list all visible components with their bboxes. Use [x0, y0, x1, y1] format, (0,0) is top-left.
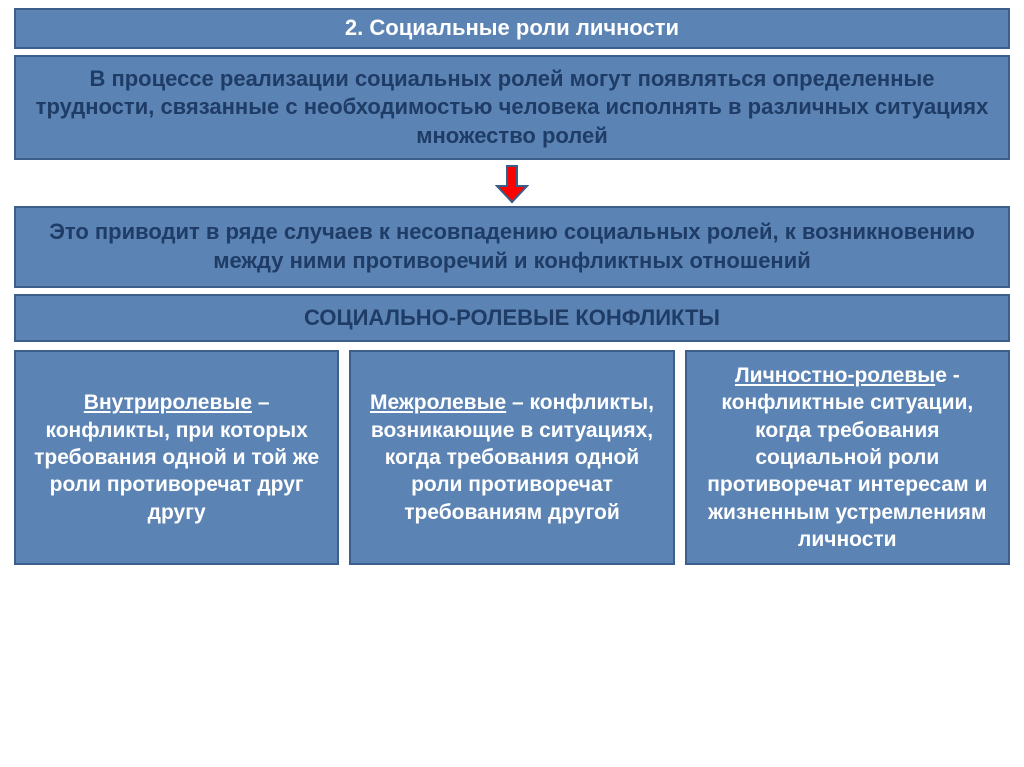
column-content: Личностно-ролевые - конфликтные ситуации…: [699, 362, 996, 553]
term: Внутриролевые: [84, 391, 252, 414]
term: Личностно-ролевы: [735, 364, 935, 387]
term: Межролевые: [370, 391, 506, 414]
section-title: 2. Социальные роли личности: [14, 8, 1010, 49]
arrow-down: [14, 164, 1010, 204]
column-content: Межролевые – конфликты, возникающие в си…: [363, 389, 660, 525]
term-rest: - конфликтные ситуации, когда требования…: [707, 364, 987, 551]
result-text: Это приводит в ряде случаев к несовпаден…: [14, 206, 1010, 287]
column-intrarole: Внутриролевые – конфликты, при которых т…: [14, 350, 339, 565]
column-content: Внутриролевые – конфликты, при которых т…: [28, 389, 325, 525]
intro-text: В процессе реализации социальных ролей м…: [14, 55, 1010, 161]
conflict-columns: Внутриролевые – конфликты, при которых т…: [14, 350, 1010, 565]
column-personal-role: Личностно-ролевые - конфликтные ситуации…: [685, 350, 1010, 565]
term-tail: е: [935, 364, 947, 387]
arrow-path: [497, 166, 527, 202]
column-interrole: Межролевые – конфликты, возникающие в си…: [349, 350, 674, 565]
arrow-down-icon: [495, 164, 529, 204]
subheader: СОЦИАЛЬНО-РОЛЕВЫЕ КОНФЛИКТЫ: [14, 294, 1010, 343]
